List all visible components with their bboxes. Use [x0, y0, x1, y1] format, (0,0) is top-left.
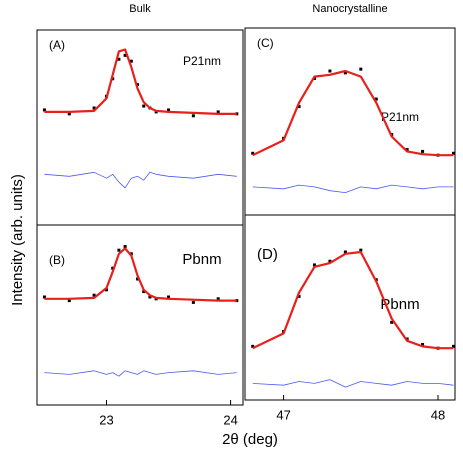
panel-label: (C): [257, 36, 274, 50]
data-point: [451, 151, 455, 155]
data-point: [92, 293, 96, 297]
data-point: [42, 295, 46, 299]
x-axis-label: 2θ (deg): [222, 431, 278, 448]
column-title: Nanocrystalline: [312, 3, 387, 15]
panel-label: (A): [49, 38, 65, 52]
data-point: [421, 149, 425, 153]
difference-line: [44, 171, 237, 189]
data-point: [123, 245, 127, 249]
data-point: [123, 53, 127, 57]
fit-line: [252, 250, 454, 350]
fit-line: [44, 247, 237, 302]
data-point: [191, 300, 195, 304]
data-point: [136, 277, 140, 281]
data-point: [216, 297, 220, 301]
data-point: [129, 252, 133, 256]
panel-frame: [36, 224, 244, 406]
data-point: [359, 67, 363, 71]
fit-line: [252, 69, 454, 157]
data-point: [142, 290, 146, 294]
difference-line: [252, 184, 454, 193]
data-point: [343, 250, 347, 254]
annotation: P21nm: [183, 54, 221, 68]
annotation: P21nm: [381, 110, 419, 124]
data-point: [343, 71, 347, 75]
data-point: [328, 259, 332, 263]
fit-line: [44, 48, 237, 115]
y-axis-label: Intensity (arb. units): [9, 174, 26, 306]
data-point: [104, 288, 108, 292]
data-point: [312, 263, 316, 267]
data-point: [297, 105, 301, 109]
data-point: [142, 104, 146, 108]
data-point: [148, 295, 152, 299]
data-point: [42, 108, 46, 112]
panel-frame: [244, 214, 456, 401]
data-point: [167, 108, 171, 112]
data-point: [359, 248, 363, 252]
data-point: [117, 57, 121, 61]
x-tick-label: 47: [276, 407, 290, 422]
panel-frame: [244, 27, 456, 216]
data-point: [421, 343, 425, 346]
data-point: [129, 59, 133, 63]
data-point: [111, 266, 115, 270]
data-point: [390, 320, 394, 324]
data-point: [92, 106, 96, 110]
data-point: [374, 97, 378, 101]
data-point: [67, 299, 71, 303]
x-tick-label: 24: [223, 412, 237, 427]
x-tick-label: 23: [99, 412, 113, 427]
data-point: [167, 295, 171, 299]
data-point: [328, 69, 332, 73]
panel-label: (D): [257, 246, 278, 263]
x-tick-label: 48: [431, 407, 445, 422]
data-point: [251, 344, 255, 348]
difference-line: [44, 370, 237, 377]
panel-label: (B): [49, 253, 65, 267]
column-title: Bulk: [129, 3, 151, 15]
data-point: [117, 248, 121, 252]
data-point: [451, 344, 455, 348]
annotation: Pbnm: [380, 296, 419, 313]
data-point: [191, 114, 195, 118]
data-point: [251, 151, 255, 155]
data-point: [67, 112, 71, 116]
annotation: Pbnm: [182, 251, 221, 268]
data-point: [405, 148, 409, 152]
data-point: [297, 294, 301, 298]
difference-line: [252, 379, 454, 388]
data-point: [216, 110, 220, 114]
